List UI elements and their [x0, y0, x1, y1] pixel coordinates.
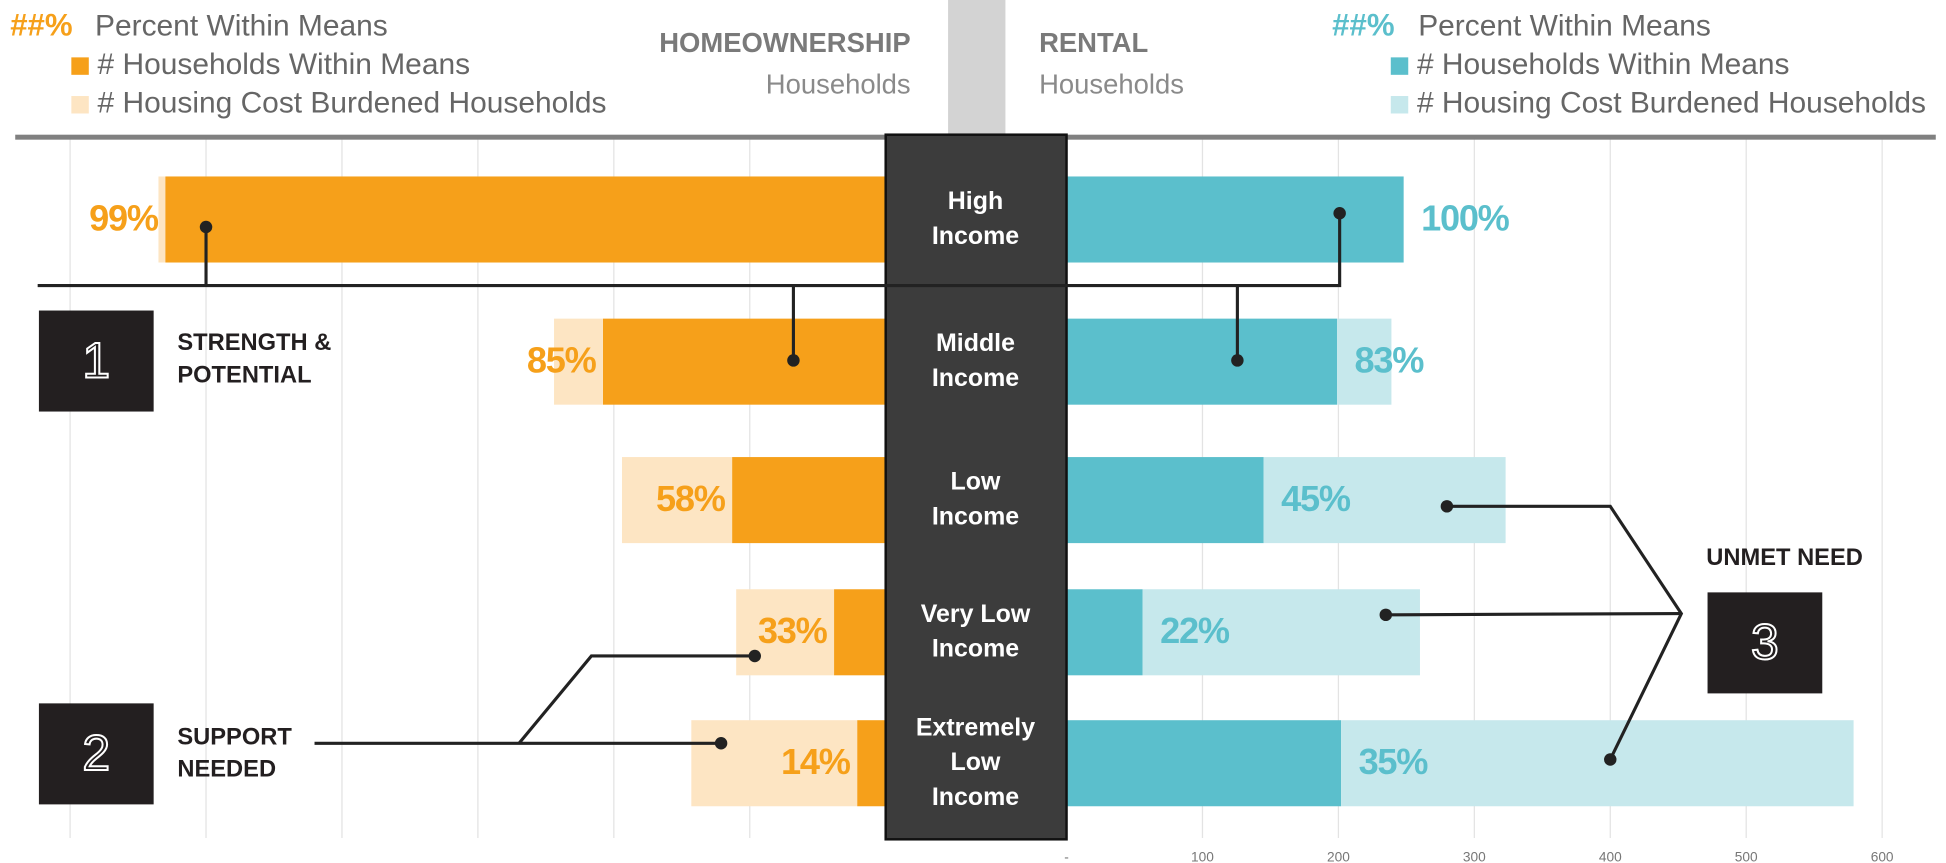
legend-swatch [1390, 57, 1409, 75]
category-label: Middle Income [932, 329, 1019, 392]
category-label: High Income [932, 187, 1019, 250]
x-tick-label: 100 [1191, 850, 1214, 863]
annotation-text: SUPPORT NEEDED [177, 725, 292, 783]
percent-label: 85% [527, 339, 597, 380]
bar [1337, 318, 1392, 405]
legend-label: Percent Within Means [1418, 9, 1711, 42]
bar [554, 318, 603, 405]
annotation-number: 3 [1751, 614, 1779, 670]
connector-2 [517, 654, 755, 745]
annotation-text: UNMET NEED [1706, 545, 1863, 571]
percent-label: 45% [1281, 478, 1351, 519]
categories: High Income Middle Income Low Income Very Low I… [916, 187, 1035, 811]
annotation-number: 1 [82, 332, 110, 388]
annotation-text: STRENGTH & POTENTIAL [177, 330, 331, 388]
connector-dot [1231, 354, 1244, 367]
percent-label: 33% [758, 610, 828, 651]
legend-label: # Households Within Means [1417, 48, 1790, 81]
bar [1142, 589, 1420, 676]
category-column [884, 133, 1068, 841]
x-tick-label: - [1064, 850, 1069, 863]
percent-label: 14% [781, 741, 851, 782]
legend-label: # Households Within Means [98, 48, 471, 81]
connector-3 [1385, 612, 1682, 617]
header-divider [948, 0, 1006, 135]
percent-label: 99% [89, 197, 159, 238]
connector-dot [1379, 608, 1393, 622]
legend-marker: ##% [10, 8, 72, 43]
connector-3 [1446, 504, 1684, 761]
annotation-box [38, 310, 154, 412]
bar [1066, 457, 1264, 544]
connector-dot [1440, 500, 1454, 513]
annotation-box [38, 703, 154, 805]
connector-dot [748, 649, 761, 663]
bar [158, 176, 166, 263]
x-tick-label: 200 [1327, 850, 1350, 863]
panel-title: HOMEOWNERSHIP [659, 27, 910, 58]
bar [1066, 318, 1338, 405]
connectors [37, 207, 1684, 766]
legend-swatch [71, 96, 89, 114]
percent-label: 83% [1355, 339, 1425, 380]
x-tick-label: 600 [1871, 850, 1894, 863]
bar [691, 720, 858, 807]
connector-dot [1333, 207, 1346, 220]
bar [857, 720, 886, 807]
legend-label: Percent Within Means [95, 9, 388, 42]
connector-dot [787, 354, 800, 367]
category-label: Very Low Income [921, 599, 1031, 662]
connector-dot [714, 737, 728, 750]
panel-subtitle: Households [1039, 68, 1184, 99]
bar [1066, 176, 1404, 263]
x-tick-label: 400 [1599, 850, 1622, 863]
bar [602, 318, 886, 405]
legend-marker: ##% [1332, 8, 1394, 43]
panel-subtitle: Households [766, 68, 911, 99]
percent-label: 100% [1421, 197, 1510, 238]
x-tick-label: 300 [1463, 850, 1486, 863]
annotation-box [1707, 592, 1823, 694]
bar [621, 457, 733, 544]
annotation-number: 2 [82, 725, 110, 781]
percent-label: 22% [1160, 610, 1230, 651]
x-tick-label: 500 [1735, 850, 1758, 863]
panel-title: RENTAL [1039, 27, 1148, 58]
legend-swatch [71, 57, 89, 75]
connector-dot [199, 220, 213, 234]
category-label: Extremely Low Income [916, 713, 1035, 811]
bar [1066, 589, 1143, 676]
percent-label: 58% [656, 478, 726, 519]
connector-dot [1604, 753, 1617, 766]
category-label: Low Income [932, 467, 1019, 530]
legend-label: # Housing Cost Burdened Households [98, 87, 607, 120]
bar [1066, 720, 1342, 807]
legend-swatch [1390, 96, 1409, 114]
bar [834, 589, 886, 676]
bars: 99% 85% 58% 33% 14% 100% 83% 45% 22% 35% [89, 176, 1854, 807]
legend-label: # Housing Cost Burdened Households [1417, 87, 1926, 120]
bar [1341, 720, 1854, 807]
legends: ##% Percent Within Means # Households With… [10, 8, 1926, 120]
bar [732, 457, 886, 544]
bar [1263, 457, 1506, 544]
percent-label: 35% [1359, 741, 1429, 782]
connector-1 [37, 213, 1342, 288]
bar [165, 176, 886, 263]
